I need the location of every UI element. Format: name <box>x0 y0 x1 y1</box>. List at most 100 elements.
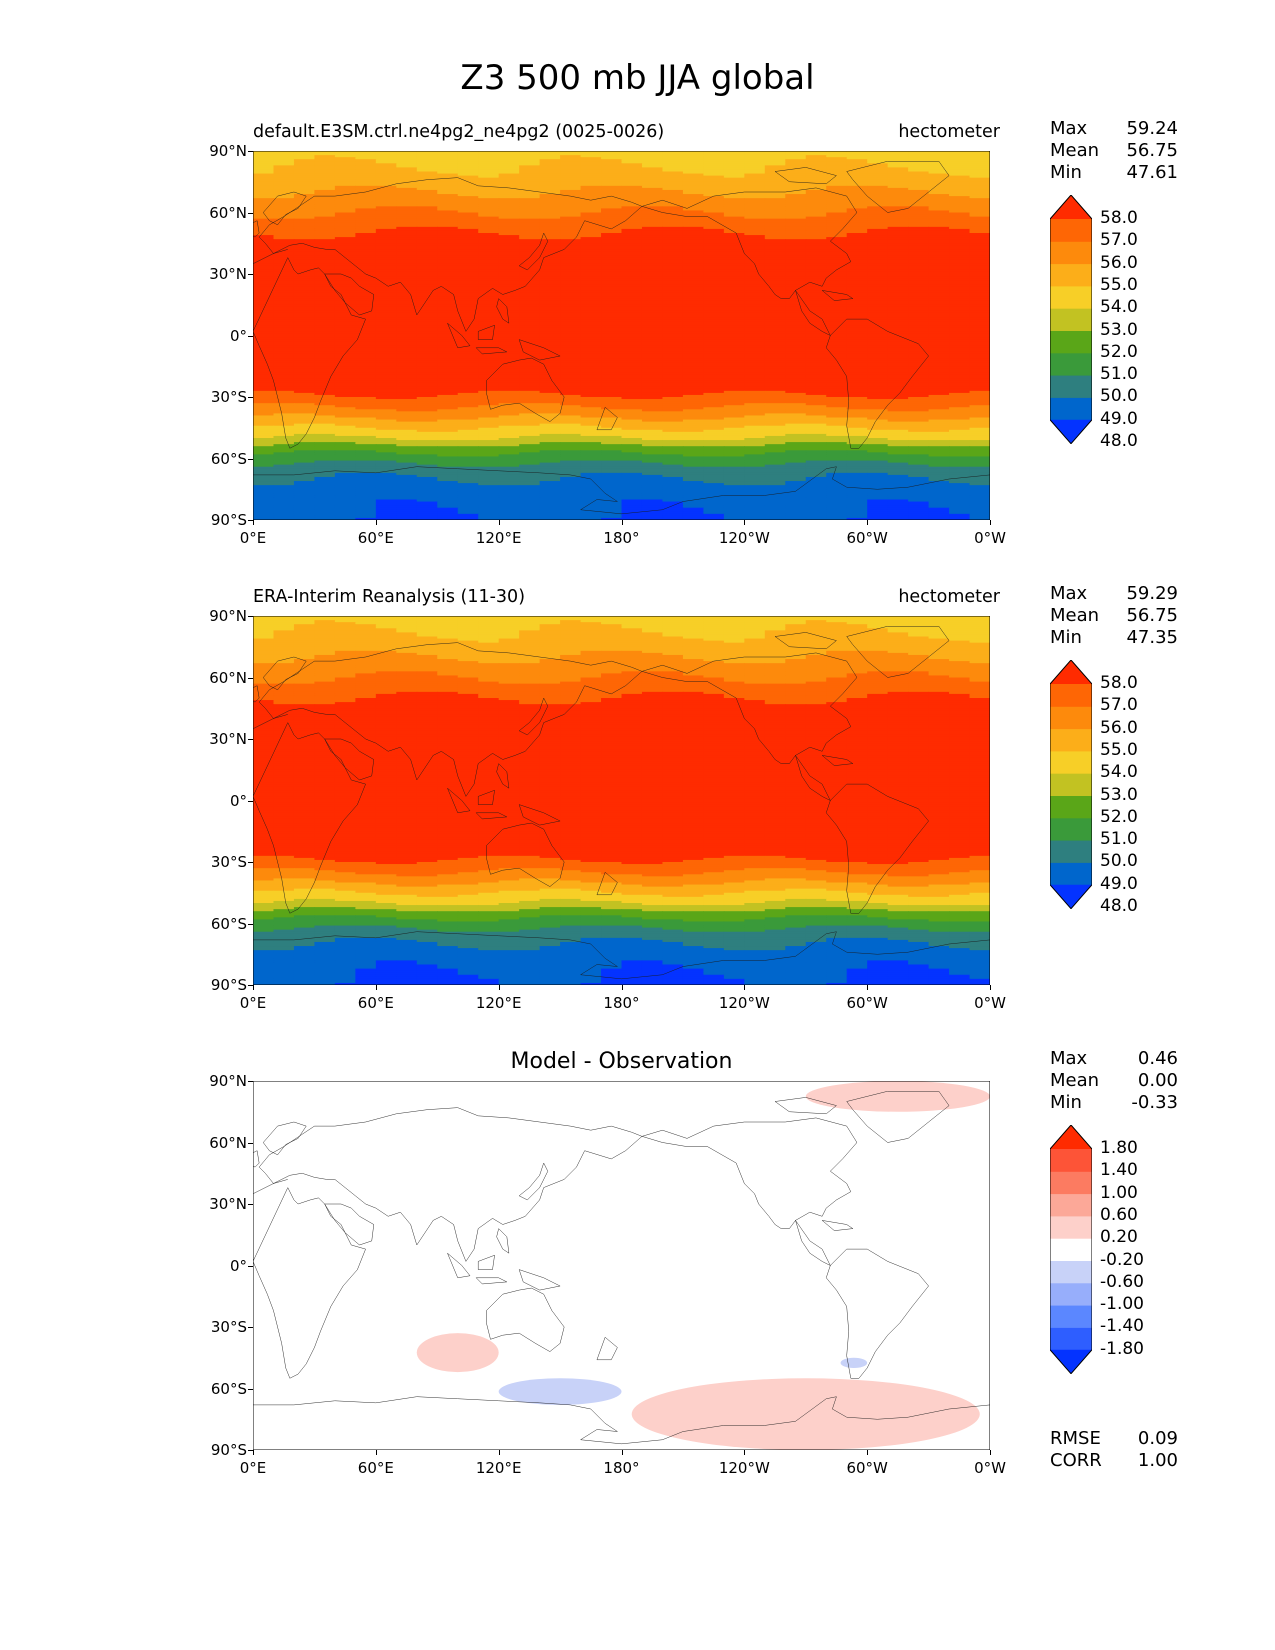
contour-cell <box>908 368 930 371</box>
contour-cell <box>826 382 848 386</box>
contour-cell <box>375 308 397 312</box>
contour-cell <box>928 171 950 175</box>
contour-cell <box>580 171 602 175</box>
contour-cell <box>334 308 356 312</box>
contour-cell <box>621 335 643 339</box>
contour-cell <box>621 327 643 330</box>
contour-cell <box>375 210 397 214</box>
contour-cell <box>723 153 745 156</box>
contour-cell <box>355 333 377 337</box>
contour-cell <box>519 200 541 203</box>
contour-cell <box>805 362 827 365</box>
contour-cell <box>621 210 643 214</box>
contour-cell <box>560 333 582 337</box>
contour-cell <box>273 370 295 374</box>
contour-cell <box>539 339 561 343</box>
contour-cell <box>519 372 541 376</box>
contour-cell <box>437 405 459 408</box>
contour-cell <box>785 378 807 382</box>
contour-cell <box>764 349 786 353</box>
contour-cell <box>334 409 356 412</box>
contour-cell <box>887 390 909 394</box>
contour-cell <box>334 366 356 369</box>
contour-cell <box>457 331 479 335</box>
contour-cell <box>375 173 397 177</box>
contour-cell <box>662 347 684 351</box>
contour-cell <box>273 249 295 253</box>
contour-cell <box>908 294 930 298</box>
contour-cell <box>826 298 848 302</box>
contour-cell <box>744 378 766 382</box>
contour-cell <box>846 302 868 306</box>
contour-cell <box>273 397 295 400</box>
contour-cell <box>253 397 275 400</box>
contour-cell <box>539 237 561 240</box>
contour-cell <box>764 282 786 285</box>
contour-cell <box>908 187 930 191</box>
contour-cell <box>682 257 705 261</box>
contour-cell <box>457 300 479 304</box>
contour-cell <box>908 189 930 193</box>
contour-cell <box>601 292 623 296</box>
contour-cell <box>375 247 397 251</box>
contour-cell <box>539 163 561 166</box>
contour-cell <box>498 368 520 371</box>
contour-cell <box>969 364 990 367</box>
contour-cell <box>969 169 990 173</box>
contour-cell <box>764 397 786 400</box>
contour-cell <box>601 378 623 382</box>
contour-cell <box>355 261 377 265</box>
contour-cell <box>682 274 705 277</box>
contour-cell <box>498 384 520 388</box>
contour-cell <box>314 376 336 380</box>
contour-cell <box>437 249 459 253</box>
contour-cell <box>334 200 356 203</box>
contour-cell <box>560 204 582 207</box>
contour-cell <box>396 261 418 265</box>
contour-cell <box>785 159 807 162</box>
contour-cell <box>314 351 336 355</box>
contour-cell <box>314 224 336 228</box>
contour-cell <box>826 358 848 361</box>
contour-cell <box>887 306 909 310</box>
contour-cell <box>641 157 664 160</box>
contour-cell <box>539 202 561 205</box>
contour-cell <box>846 247 868 251</box>
contour-cell <box>580 233 602 236</box>
contour-cell <box>457 282 479 285</box>
contour-cell <box>396 196 418 199</box>
contour-cell <box>396 267 418 271</box>
contour-cell <box>601 247 623 251</box>
contour-cell <box>519 370 541 374</box>
contour-cell <box>969 368 990 371</box>
contour-cell <box>723 290 745 294</box>
contour-cell <box>293 274 316 277</box>
contour-cell <box>601 306 623 310</box>
contour-cell <box>662 388 684 392</box>
contour-cell <box>621 319 643 322</box>
contour-cell <box>949 286 971 289</box>
contour-cell <box>601 253 623 257</box>
contour-cell <box>601 208 623 212</box>
contour-cell <box>805 185 827 189</box>
contour-cell <box>641 304 664 308</box>
contour-cell <box>846 183 868 187</box>
contour-cell <box>314 296 336 300</box>
contour-cell <box>478 151 500 154</box>
contour-cell <box>253 327 275 330</box>
contour-cell <box>293 175 316 179</box>
contour-cell <box>478 280 500 283</box>
contour-cell <box>969 300 990 304</box>
contour-cell <box>744 382 766 386</box>
contour-cell <box>478 337 500 341</box>
contour-cell <box>498 304 520 308</box>
contour-cell <box>662 339 684 343</box>
contour-cell <box>396 241 418 244</box>
contour-cell <box>273 356 295 359</box>
contour-cell <box>539 265 561 269</box>
contour-cell <box>846 230 868 234</box>
contour-cell <box>805 300 827 304</box>
contour-cell <box>887 296 909 300</box>
contour-cell <box>580 306 602 310</box>
contour-cell <box>314 208 336 212</box>
